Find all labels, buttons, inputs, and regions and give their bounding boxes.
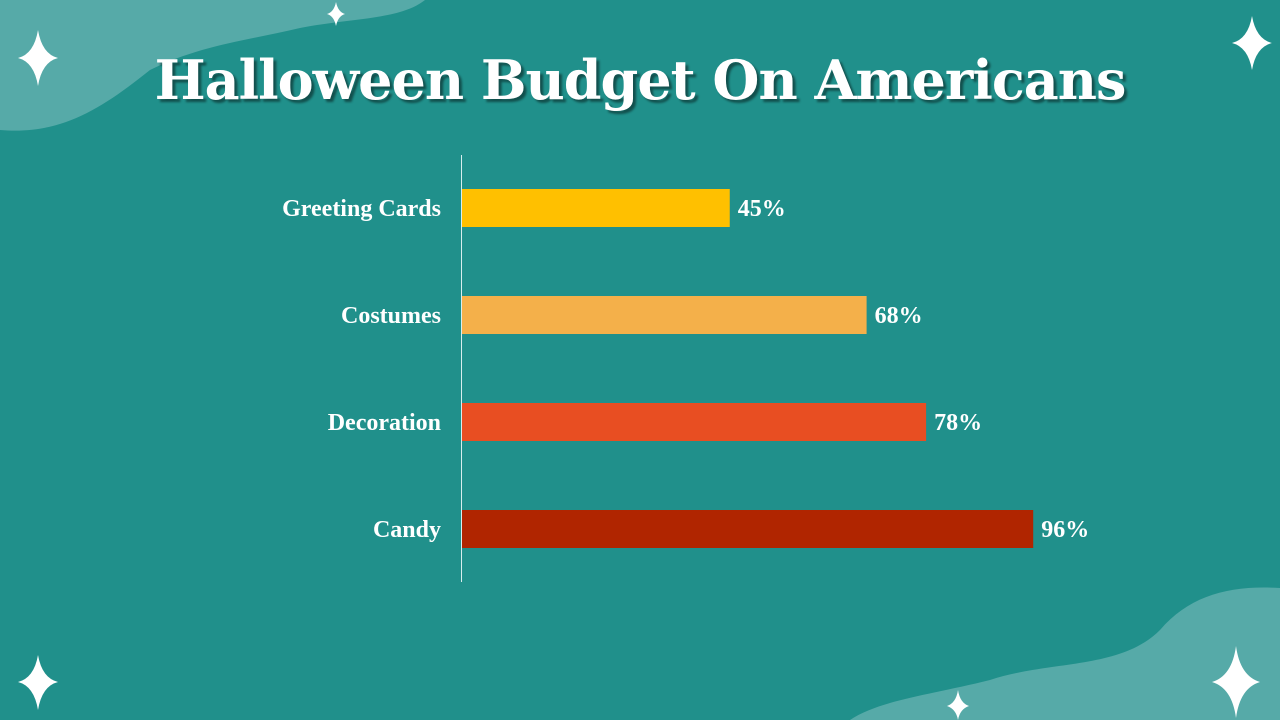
sparkle-icon — [18, 655, 58, 710]
value-label: 68% — [875, 303, 923, 329]
bar-greeting-cards — [462, 189, 730, 227]
bar-candy — [462, 510, 1034, 548]
sparkle-icon — [327, 2, 345, 26]
sparkle-icons — [18, 2, 1272, 720]
top-left-blob — [0, 0, 425, 131]
bottom-right-blob — [850, 587, 1280, 720]
page-title: Halloween Budget On Americans — [154, 48, 1127, 112]
bar-costumes — [462, 296, 867, 334]
bar-decoration — [462, 403, 927, 441]
value-label: 78% — [934, 410, 982, 436]
value-label: 45% — [738, 196, 786, 222]
category-label: Greeting Cards — [282, 196, 441, 222]
sparkle-icon — [18, 30, 58, 86]
sparkle-icon — [947, 690, 969, 720]
sparkle-icon — [1232, 16, 1272, 70]
category-label: Candy — [373, 517, 441, 543]
category-label: Decoration — [328, 410, 441, 436]
sparkle-icon — [1212, 646, 1260, 718]
value-label: 96% — [1041, 517, 1089, 543]
category-label: Costumes — [341, 303, 441, 329]
